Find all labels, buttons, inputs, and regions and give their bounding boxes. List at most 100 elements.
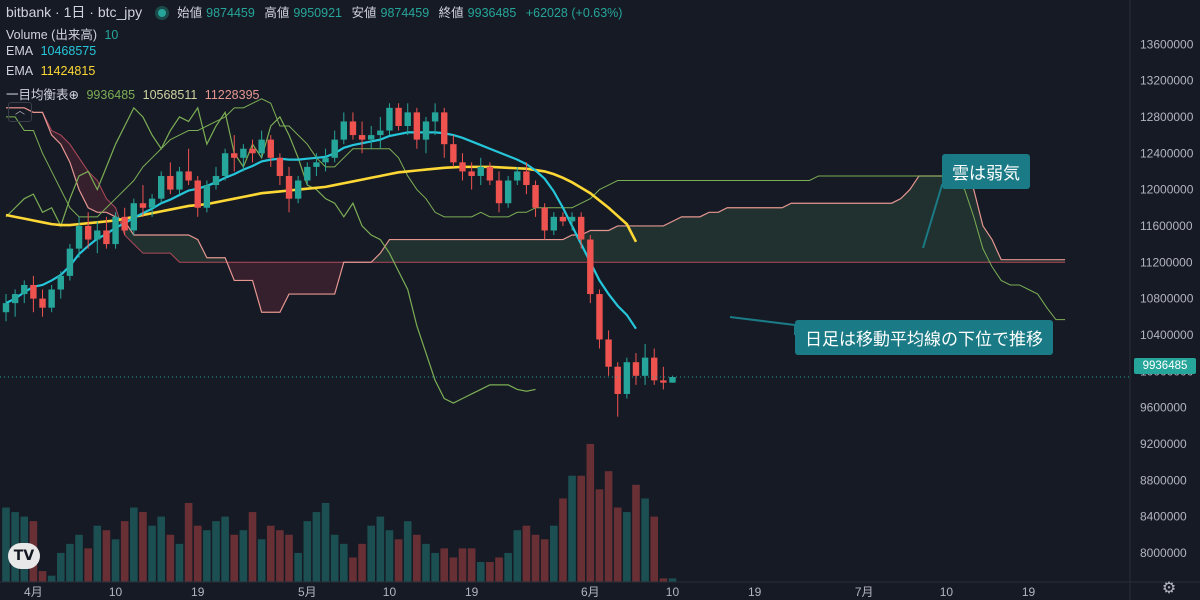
cloud-segment	[79, 157, 89, 208]
candle-body	[304, 166, 311, 181]
volume-bar	[75, 534, 83, 582]
settings-gear-icon[interactable]: ⚙	[1161, 580, 1177, 597]
volume-value: 10	[104, 28, 119, 42]
volume-bar	[139, 512, 147, 582]
candle-body	[322, 157, 329, 163]
cloud-segment	[270, 262, 280, 313]
candle-body	[39, 298, 46, 308]
cloud-segment	[818, 203, 828, 263]
cloud-segment	[809, 203, 819, 263]
candle-body	[167, 175, 174, 190]
tradingview-logo-icon[interactable]: TV	[8, 543, 40, 569]
volume-bar	[312, 512, 321, 582]
volume-bar	[476, 562, 485, 582]
y-tick-label: 8000000	[1140, 546, 1187, 560]
y-tick-label: 10800000	[1140, 292, 1194, 306]
candle-body	[623, 362, 631, 394]
cloud-segment	[654, 225, 664, 263]
volume-bar	[111, 539, 120, 582]
kijun-line	[6, 107, 1066, 313]
volume-bar	[330, 534, 339, 582]
volume-bar	[2, 507, 10, 582]
price-axis: 8000000840000088000009200000960000010000…	[1129, 0, 1194, 600]
cloud-segment	[60, 135, 70, 163]
candle-body	[651, 357, 658, 381]
cloud-segment	[188, 235, 198, 263]
cloud-segment	[754, 207, 764, 263]
cloud-segment	[635, 225, 646, 263]
volume-bar	[221, 516, 229, 582]
legend-volume[interactable]: Volume (出来高) 10	[6, 24, 122, 43]
open-label: 始値	[177, 6, 203, 20]
close-label: 終値	[438, 6, 464, 20]
candle-body	[66, 248, 74, 276]
candle-body	[550, 216, 557, 231]
candle-body	[2, 303, 10, 313]
candle-body	[587, 239, 594, 295]
cloud-segment	[873, 203, 883, 263]
cloud-segment	[1028, 259, 1038, 263]
candle-body	[294, 180, 302, 199]
volume-bar	[349, 557, 357, 582]
volume-bar	[650, 516, 659, 582]
cloud-segment	[864, 203, 874, 263]
candle-body	[331, 139, 338, 158]
candle-body	[130, 203, 138, 231]
cloud-segment	[919, 175, 929, 263]
legend-ichimoku[interactable]: 一目均衡表⊕ 9936485 10568511 11228395	[6, 84, 263, 103]
y-tick-label: 10400000	[1140, 328, 1194, 342]
legend-ema2[interactable]: EMA 11424815	[6, 64, 99, 78]
candle-body	[568, 216, 576, 222]
volume-bar	[568, 475, 576, 582]
candle-body	[377, 130, 384, 136]
y-tick-label: 11200000	[1140, 255, 1193, 269]
candle-body	[103, 230, 110, 245]
volume-bar	[130, 507, 138, 582]
cloud-segment	[663, 221, 673, 263]
cloud-segment	[727, 207, 737, 263]
volume-bar	[47, 575, 56, 582]
volume-bar	[248, 512, 257, 582]
candle-body	[258, 139, 265, 154]
candle-body	[203, 185, 211, 208]
y-tick-label: 11600000	[1140, 219, 1193, 233]
volume-bar	[166, 534, 175, 582]
cloud-segment	[252, 262, 262, 313]
candle-body	[660, 380, 667, 383]
legend-ema1[interactable]: EMA 10468575	[6, 44, 100, 58]
cloud-segment	[772, 207, 783, 263]
candle-body	[267, 139, 274, 158]
status-dot-icon	[157, 9, 166, 17]
volume-bar	[394, 539, 403, 582]
volume-bar	[239, 530, 248, 582]
volume-bar	[449, 557, 458, 582]
cloud-segment	[681, 216, 691, 263]
low-label: 安値	[351, 6, 377, 20]
candle-body	[559, 216, 567, 222]
volume-bar	[367, 525, 375, 582]
cloud-segment	[736, 207, 746, 263]
volume-bar	[230, 534, 239, 582]
candle-body	[148, 198, 156, 208]
cloud-segment	[1037, 259, 1047, 263]
cloud-segment	[517, 239, 527, 263]
volume-bar	[440, 548, 449, 582]
cloud-segment	[690, 216, 700, 263]
candle-body	[194, 180, 201, 208]
candle-body	[395, 107, 402, 127]
volume-bar	[203, 530, 211, 582]
volume-bar	[184, 502, 193, 582]
collapse-legend-icon[interactable]: ︿	[8, 102, 32, 122]
volume-bar	[157, 516, 166, 582]
candle-body	[632, 362, 640, 376]
cloud-segment	[526, 239, 536, 263]
cloud-segment	[289, 262, 299, 295]
cloud-segment	[435, 239, 445, 263]
cloud-segment	[645, 225, 655, 263]
candle-body	[231, 153, 238, 158]
cloud-segment	[179, 235, 189, 263]
x-tick-label: 10	[666, 585, 680, 599]
candle-body	[404, 112, 411, 127]
cloud-segment	[152, 235, 162, 254]
